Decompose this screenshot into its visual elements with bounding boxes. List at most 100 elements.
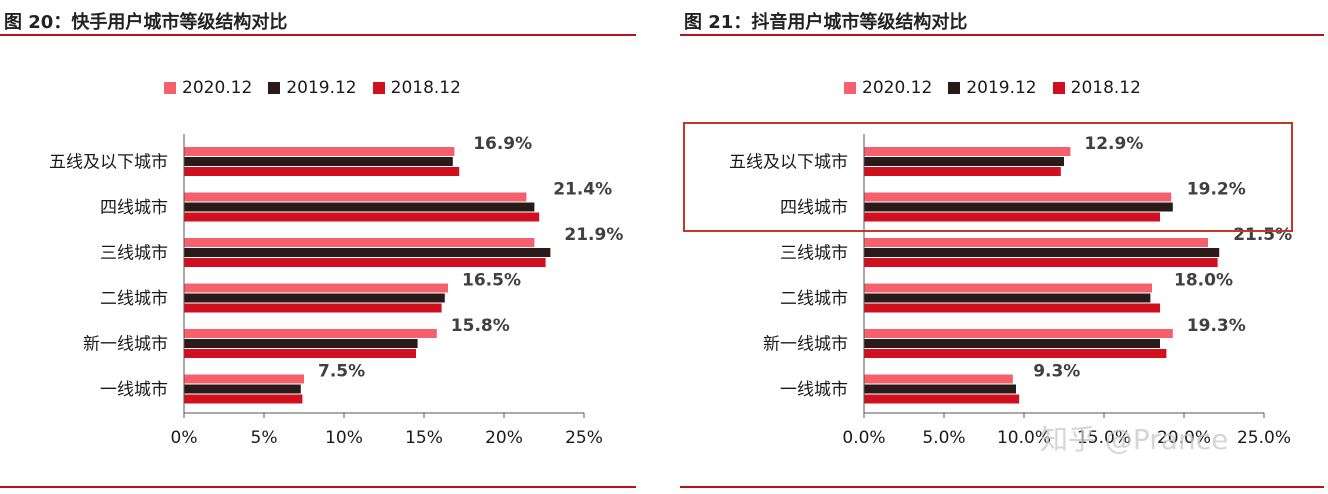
bar xyxy=(184,202,535,212)
bar xyxy=(184,374,304,384)
bar xyxy=(184,394,303,404)
bar xyxy=(864,374,1013,384)
legend-swatch xyxy=(1052,82,1065,94)
data-label: 12.9% xyxy=(1084,134,1143,154)
bar xyxy=(864,384,1016,394)
legend-item: 2020.12 xyxy=(164,78,252,98)
legend-label: 2018.12 xyxy=(1070,78,1141,98)
data-label: 16.9% xyxy=(473,134,532,154)
x-tick-label: 20% xyxy=(485,428,523,448)
data-label: 7.5% xyxy=(318,362,365,382)
data-label: 9.3% xyxy=(1033,362,1080,382)
chart-title: 图 20：快手用户城市等级结构对比 xyxy=(4,12,288,33)
bar-chart: 五线及以下城市 16.9% 四线城市 21.4% 三线城市 21.9% 二线城市 16.5% 新… xyxy=(49,134,623,448)
data-label: 21.9% xyxy=(564,225,623,245)
x-tick-label: 5% xyxy=(251,428,278,448)
bar xyxy=(184,339,418,348)
data-label: 19.3% xyxy=(1187,316,1246,336)
category-label: 三线城市 xyxy=(100,244,168,264)
legend-item: 2018.12 xyxy=(1052,78,1141,98)
watermark: 知乎 @Prance xyxy=(1040,423,1229,456)
x-tick-label: 25.0% xyxy=(1237,428,1291,448)
x-tick-label: 15% xyxy=(405,428,443,448)
category-label: 四线城市 xyxy=(100,198,168,218)
bar xyxy=(184,192,527,202)
x-tick-label: 25% xyxy=(565,428,603,448)
bar-chart: 五线及以下城市12.9%四线城市19.2%三线城市21.5%二线城市18.0%新… xyxy=(729,134,1292,448)
bar xyxy=(864,394,1020,404)
bar xyxy=(864,293,1151,303)
legend-swatch xyxy=(164,82,176,94)
legend-swatch xyxy=(268,82,281,94)
bar xyxy=(184,157,453,166)
chart-title: 图 21：抖音用户城市等级结构对比 xyxy=(684,12,968,33)
bar xyxy=(184,238,535,247)
x-tick-label: 10.0% xyxy=(997,428,1051,448)
highlight-box xyxy=(683,122,1293,232)
legend-swatch xyxy=(948,82,961,94)
legend-item: 2019.12 xyxy=(948,78,1037,98)
bar xyxy=(184,258,546,267)
bar xyxy=(864,192,1172,202)
x-tick-label: 5.0% xyxy=(922,428,965,448)
x-tick-label: 0.0% xyxy=(842,428,885,448)
category-label: 五线及以下城市 xyxy=(729,153,848,173)
x-tick-label: 0% xyxy=(171,428,198,448)
category-label: 新一线城市 xyxy=(763,335,848,355)
bar xyxy=(864,349,1167,358)
legend-label: 2019.12 xyxy=(966,78,1037,98)
chart-legend: 2020.12 2019.12 2018.12 xyxy=(164,78,461,98)
legend-swatch xyxy=(844,82,856,94)
bar xyxy=(864,202,1173,212)
chart-legend: 2020.12 2019.12 2018.12 xyxy=(844,78,1141,98)
bar xyxy=(184,248,551,257)
x-tick-label: 15.0% xyxy=(1077,428,1131,448)
bar xyxy=(864,329,1173,338)
bar xyxy=(184,329,437,338)
bar xyxy=(864,248,1220,257)
bottom-rule xyxy=(680,486,1324,488)
category-label: 四线城市 xyxy=(780,198,848,218)
data-label: 16.5% xyxy=(462,271,521,291)
bar xyxy=(184,212,540,222)
x-tick-label: 20.0% xyxy=(1157,428,1211,448)
data-label: 15.8% xyxy=(451,316,510,336)
chart-panel-douyin: 图 21：抖音用户城市等级结构对比 2020.12 2019.12 2018.12 … xyxy=(680,0,1328,494)
bar xyxy=(184,384,301,394)
category-label: 三线城市 xyxy=(780,244,848,264)
legend-item: 2020.12 xyxy=(844,78,932,98)
bar xyxy=(864,303,1160,313)
data-label: 18.0% xyxy=(1174,271,1233,291)
category-label: 一线城市 xyxy=(780,380,848,400)
category-label: 新一线城市 xyxy=(83,335,168,355)
bar xyxy=(864,283,1152,293)
legend-label: 2018.12 xyxy=(390,78,461,98)
bar xyxy=(184,349,416,358)
bottom-rule xyxy=(0,486,636,488)
category-label: 一线城市 xyxy=(100,380,168,400)
category-label: 二线城市 xyxy=(780,289,848,309)
bar xyxy=(184,167,460,176)
legend-swatch xyxy=(372,82,385,94)
legend-item: 2018.12 xyxy=(372,78,461,98)
x-tick-label: 10% xyxy=(325,428,363,448)
data-label: 21.4% xyxy=(553,180,612,200)
legend-label: 2019.12 xyxy=(286,78,357,98)
bar xyxy=(864,258,1218,267)
category-label: 五线及以下城市 xyxy=(49,153,168,173)
legend-item: 2019.12 xyxy=(268,78,357,98)
category-label: 二线城市 xyxy=(100,289,168,309)
bar xyxy=(864,167,1061,176)
bar xyxy=(184,293,445,303)
legend-label: 2020.12 xyxy=(182,78,253,98)
title-rule xyxy=(0,34,636,36)
bar xyxy=(864,212,1160,222)
bar xyxy=(184,303,442,313)
bar xyxy=(184,147,455,156)
bar xyxy=(864,339,1160,348)
bar xyxy=(864,147,1071,156)
legend-label: 2020.12 xyxy=(862,78,933,98)
bar xyxy=(864,157,1064,166)
title-rule xyxy=(680,34,1324,36)
bar xyxy=(184,283,448,293)
